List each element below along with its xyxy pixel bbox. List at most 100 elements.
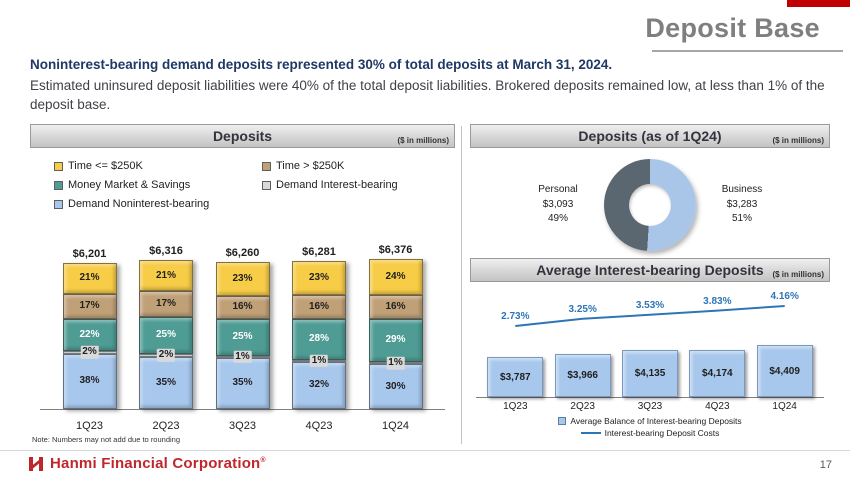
segment-label: 32% — [306, 379, 332, 392]
bar-segment: 1% — [215, 350, 270, 363]
business-slice-label: Business $3,283 51% — [710, 183, 774, 227]
bar-segment: 35% — [139, 356, 193, 409]
segment-label: 16% — [306, 300, 332, 313]
bar-segment: 1% — [368, 356, 423, 370]
slice-name: Personal — [538, 184, 578, 196]
segment-label: 23% — [230, 272, 255, 286]
legend-label: Time > $250K — [276, 160, 345, 172]
brand-name: Hanmi Financial Corporation — [50, 455, 261, 472]
legend-item: Money Market & Savings — [54, 179, 262, 191]
hanmi-logo-icon — [29, 456, 43, 471]
legend-costs-label: Interest-bearing Deposit Costs — [604, 428, 720, 438]
segment-label: 30% — [383, 380, 408, 393]
personal-slice-label: Personal $3,093 49% — [526, 183, 590, 227]
slice-value: $3,093 — [542, 198, 574, 210]
deposit-mix-units-label: ($ in millions) — [772, 136, 824, 145]
segment-label: 21% — [77, 272, 102, 285]
legend-swatch-icon — [54, 199, 63, 209]
axis-label: 1Q24 — [382, 420, 409, 432]
bar-total-label: $6,376 — [378, 244, 413, 256]
bar-column: $6,281 32% 1% 28% 16% 23% — [292, 246, 346, 409]
axis-label: 2Q23 — [570, 401, 595, 412]
bar-total-label: $6,316 — [149, 245, 183, 257]
bar-segment: 32% — [292, 361, 346, 409]
axis-label: 4Q23 — [305, 420, 333, 432]
bar-total-label: $6,201 — [72, 248, 107, 260]
bar-total-label: $6,281 — [302, 246, 336, 258]
bar-value-label: $3,787 — [500, 371, 531, 383]
segment-label: 21% — [153, 269, 179, 282]
segment-label: 1% — [386, 356, 405, 370]
segment-label: 1% — [233, 350, 252, 363]
avg-deposits-title: Average Interest-bearing Deposits — [536, 262, 764, 278]
segment-label: 25% — [230, 331, 255, 344]
bar-column: $6,260 35% 1% 25% 16% 23% — [215, 247, 270, 409]
donut-chart — [604, 159, 696, 251]
axis-label: 1Q23 — [76, 420, 103, 432]
legend-label: Money Market & Savings — [68, 179, 191, 191]
bar-segment: 24% — [368, 259, 423, 295]
deposits-units-label: ($ in millions) — [397, 136, 449, 145]
segment-label: 1% — [309, 354, 329, 368]
bar-total-label: $6,260 — [225, 247, 260, 259]
bar-segment: 23% — [292, 260, 346, 295]
bar-segment: 22% — [62, 318, 117, 351]
bar-value-label: $4,409 — [769, 365, 800, 377]
title-underline — [652, 50, 843, 52]
avg-bar: $4,135 — [621, 350, 678, 397]
segment-label: 25% — [153, 329, 179, 342]
deposits-panel: Deposits ($ in millions) Time <= $250K Ti… — [30, 124, 455, 446]
bar-stack: 35% 2% 25% 17% 21% — [139, 260, 193, 409]
legend-item: Demand Interest-bearing — [262, 179, 455, 191]
avg-bar: $4,409 — [756, 345, 813, 397]
trademark-symbol: ® — [260, 457, 266, 464]
bar-segment: 17% — [139, 291, 193, 317]
legend-swatch-icon — [54, 161, 63, 171]
bar-segment: 16% — [292, 294, 346, 319]
footer: Hanmi Financial Corporation® — [28, 455, 266, 472]
avg-deposits-header: Average Interest-bearing Deposits ($ in … — [470, 258, 830, 282]
segment-label: 35% — [230, 377, 255, 390]
line-point-label: 2.73% — [501, 311, 530, 322]
segment-label: 35% — [153, 376, 179, 390]
axis-label: 3Q23 — [229, 420, 256, 432]
avg-bars: $3,787 $3,966 $4,135 $4,174 $4,409 — [476, 345, 824, 397]
bar-stack: 32% 1% 28% 16% 23% — [292, 260, 346, 409]
axis-label: 3Q23 — [637, 401, 663, 412]
segment-label: 29% — [383, 334, 408, 347]
legend-item: Time <= $250K — [54, 160, 262, 172]
line-point-label: 4.16% — [770, 291, 799, 302]
body-text: Estimated uninsured deposit liabilities … — [30, 78, 825, 112]
rounding-footnote: Note: Numbers may not add due to roundin… — [32, 435, 181, 444]
avg-bar: $3,966 — [554, 354, 611, 397]
bar-value-label: $3,966 — [567, 370, 598, 381]
bar-segment: 29% — [368, 318, 423, 363]
bar-segment: 2% — [62, 345, 117, 359]
legend-label: Demand Interest-bearing — [276, 179, 398, 191]
bar-segment: 16% — [215, 295, 270, 320]
legend-swatch-icon — [54, 180, 63, 190]
avg-deposits-panel: Average Interest-bearing Deposits ($ in … — [470, 258, 830, 446]
costs-line — [515, 305, 785, 327]
avg-legend: Average Balance of Interest-bearing Depo… — [470, 416, 830, 438]
segment-label: 17% — [153, 297, 179, 311]
bar-segment: 35% — [215, 357, 270, 409]
bar-column: $6,316 35% 2% 25% 17% 21% — [139, 245, 193, 409]
deposit-costs-line-svg — [515, 305, 785, 327]
avg-bar: $3,787 — [487, 357, 544, 397]
stacked-bar-chart: $6,201 38% 2% 22% 17% 21% $6,316 35% 2% 25% 17% 21%… — [40, 236, 445, 436]
bar-segment: 2% — [139, 349, 193, 362]
footer-divider — [0, 450, 850, 451]
line-overlay: 2.73% 3.25% 3.53% 3.83% 4.16% — [476, 286, 824, 334]
legend-item: Demand Noninterest-bearing — [54, 198, 262, 210]
avg-deposits-units-label: ($ in millions) — [772, 270, 824, 279]
deposits-panel-header: Deposits ($ in millions) — [30, 124, 455, 148]
legend-item-costs: Interest-bearing Deposit Costs — [580, 428, 720, 438]
segment-label: 23% — [306, 271, 332, 285]
segment-label: 2% — [156, 349, 176, 362]
legend-balance-label: Average Balance of Interest-bearing Depo… — [570, 416, 742, 426]
legend-item-balance: Average Balance of Interest-bearing Depo… — [558, 416, 742, 426]
slice-value: $3,283 — [726, 198, 758, 210]
line-point-label: 3.83% — [703, 295, 732, 307]
slice-pct: 49% — [547, 213, 568, 225]
